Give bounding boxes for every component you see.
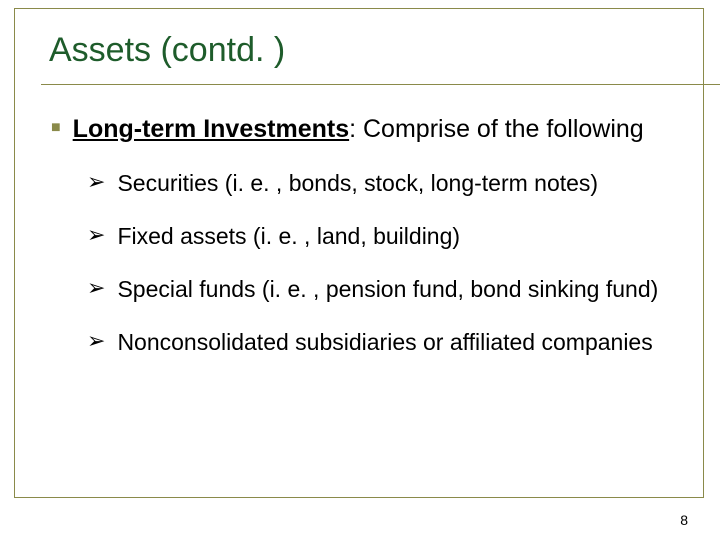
- sub-bullet-list: ➢ Securities (i. e. , bonds, stock, long…: [87, 168, 663, 358]
- arrow-bullet-icon: ➢: [87, 168, 105, 197]
- main-bullet-text: Long-term Investments: Comprise of the f…: [73, 113, 644, 146]
- slide-content: ■ Long-term Investments: Comprise of the…: [51, 113, 663, 380]
- title-bar: Assets (contd. ): [41, 17, 720, 85]
- arrow-bullet-icon: ➢: [87, 221, 105, 250]
- sub-bullet-text: Fixed assets (i. e. , land, building): [117, 221, 460, 252]
- list-item: ➢ Special funds (i. e. , pension fund, b…: [87, 274, 663, 305]
- sub-bullet-text: Securities (i. e. , bonds, stock, long-t…: [117, 168, 598, 199]
- list-item: ➢ Fixed assets (i. e. , land, building): [87, 221, 663, 252]
- list-item: ➢ Securities (i. e. , bonds, stock, long…: [87, 168, 663, 199]
- main-bullet-lead-bold: Long-term Investments: [73, 115, 349, 143]
- page-number: 8: [680, 512, 688, 528]
- main-bullet: ■ Long-term Investments: Comprise of the…: [51, 113, 663, 146]
- arrow-bullet-icon: ➢: [87, 327, 105, 356]
- slide-title: Assets (contd. ): [49, 31, 720, 70]
- square-bullet-icon: ■: [51, 119, 61, 137]
- sub-bullet-text: Special funds (i. e. , pension fund, bon…: [117, 274, 658, 305]
- slide-frame: Assets (contd. ) ■ Long-term Investments…: [14, 8, 704, 498]
- main-bullet-lead-rest: : Comprise of the following: [349, 115, 644, 143]
- arrow-bullet-icon: ➢: [87, 274, 105, 303]
- sub-bullet-text: Nonconsolidated subsidiaries or affiliat…: [117, 327, 652, 358]
- list-item: ➢ Nonconsolidated subsidiaries or affili…: [87, 327, 663, 358]
